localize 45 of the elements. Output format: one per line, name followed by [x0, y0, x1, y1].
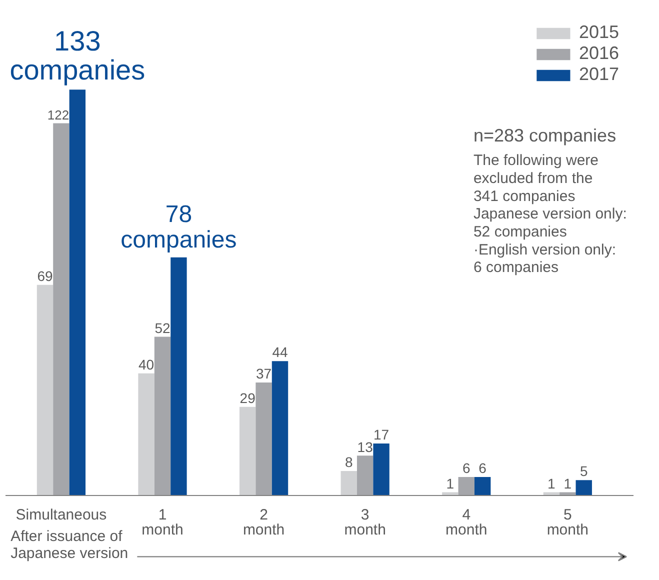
annotation: n=283 companies — [473, 125, 616, 146]
bar — [576, 480, 592, 496]
bar — [474, 477, 491, 496]
bar — [272, 361, 288, 496]
legend-label: 2017 — [578, 64, 619, 85]
data-label: 69 — [37, 268, 54, 284]
data-label: 1 — [564, 475, 572, 492]
data-label: 37 — [256, 366, 272, 382]
x-tick-label: 2 month — [242, 506, 285, 539]
data-label: 1 — [548, 475, 556, 492]
x-tick-label: 1 month — [142, 506, 184, 539]
bar — [340, 470, 357, 496]
bar — [239, 406, 256, 496]
legend-label: 2016 — [578, 43, 619, 64]
data-label: 52 — [154, 320, 170, 336]
bar — [356, 456, 374, 496]
bar — [53, 123, 70, 496]
bar — [170, 257, 187, 496]
data-label: 6 — [462, 460, 470, 476]
x-tick-label: Simultaneous — [16, 506, 107, 524]
bar — [69, 90, 86, 496]
data-label: 40 — [138, 356, 154, 372]
bar — [138, 373, 154, 496]
data-label: 133 companies — [10, 25, 146, 86]
data-label: 29 — [240, 390, 256, 406]
legend-label: 2015 — [578, 22, 619, 43]
bar — [373, 443, 390, 496]
data-label: 8 — [344, 454, 353, 470]
bar — [256, 382, 272, 496]
data-label: 6 — [478, 460, 487, 476]
bar — [36, 284, 54, 496]
data-label: 1 — [446, 475, 454, 492]
data-label: 13 — [357, 438, 374, 455]
x-tick-label: 3 month — [344, 506, 386, 539]
data-label: 5 — [580, 463, 588, 480]
data-label: 122 — [47, 107, 70, 122]
x-tick-label: 5 month — [546, 506, 589, 539]
bar — [458, 477, 474, 496]
data-label: 78 companies — [120, 200, 237, 254]
data-label: 17 — [374, 426, 390, 443]
annotation: The following were excluded from the 341 companies Japanese version only: 52 companies ·English version only: 6 companies — [473, 152, 627, 276]
data-label: 44 — [272, 344, 288, 360]
x-tick-label: 4 month — [446, 506, 488, 539]
bar — [154, 336, 171, 496]
x-axis-title: After issuance of Japanese version — [10, 528, 128, 562]
